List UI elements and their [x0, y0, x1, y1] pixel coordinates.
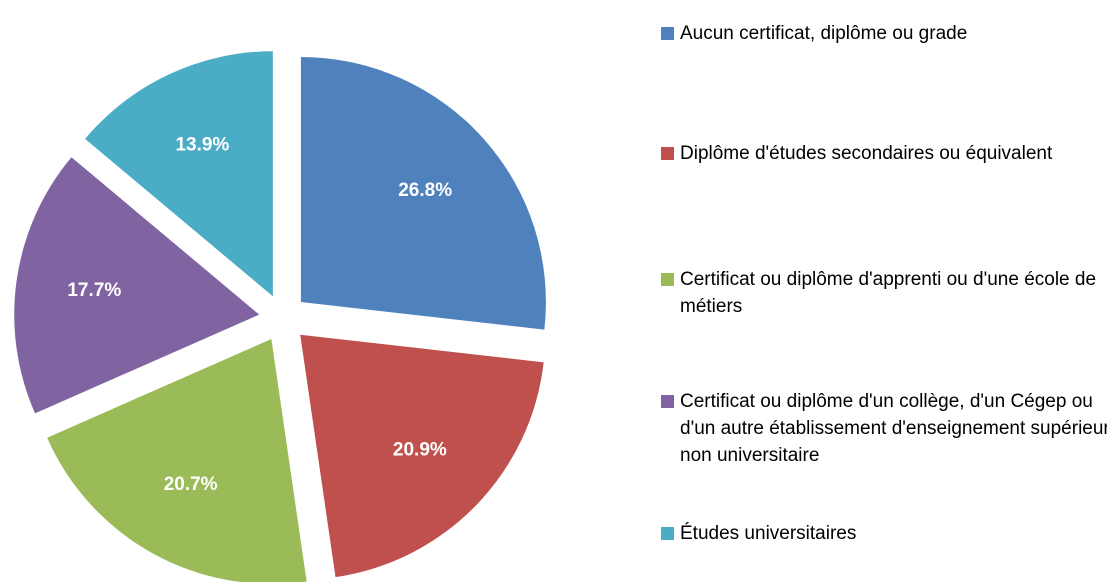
legend-label: Certificat ou diplôme d'apprenti ou d'un… — [680, 269, 1097, 317]
legend-swatch — [661, 147, 674, 160]
legend-entry: Études universitaires — [661, 520, 1107, 547]
pie-slice — [300, 334, 544, 578]
legend-entry: Certificat ou diplôme d'un collège, d'un… — [661, 388, 1107, 469]
legend-entry: Certificat ou diplôme d'apprenti ou d'un… — [661, 266, 1107, 320]
data-label: 20.9% — [393, 440, 447, 461]
data-label: 20.7% — [164, 474, 218, 495]
legend-label: Diplôme d'études secondaires ou équivale… — [680, 143, 1053, 164]
legend-label: Certificat ou diplôme d'un collège, d'un… — [680, 391, 1107, 466]
pie-slice — [47, 338, 307, 582]
legend-entry: Aucun certificat, diplôme ou grade — [661, 20, 1107, 47]
legend-swatch — [661, 527, 674, 540]
pie-area: 26.8% 20.9% 20.7% 17.7% 13.9% — [14, 51, 546, 582]
legend-label: Études universitaires — [680, 523, 857, 544]
pie-slice — [300, 57, 546, 330]
legend-swatch — [661, 27, 674, 40]
legend-swatch — [661, 273, 674, 286]
data-label: 13.9% — [175, 134, 229, 155]
legend-swatch — [661, 395, 674, 408]
legend-label: Aucun certificat, diplôme ou grade — [680, 23, 968, 44]
data-label: 17.7% — [67, 280, 121, 301]
legend-entry: Diplôme d'études secondaires ou équivale… — [661, 140, 1107, 167]
data-label: 26.8% — [398, 180, 452, 201]
pie-slice — [85, 51, 273, 297]
pie-slice — [14, 157, 260, 414]
